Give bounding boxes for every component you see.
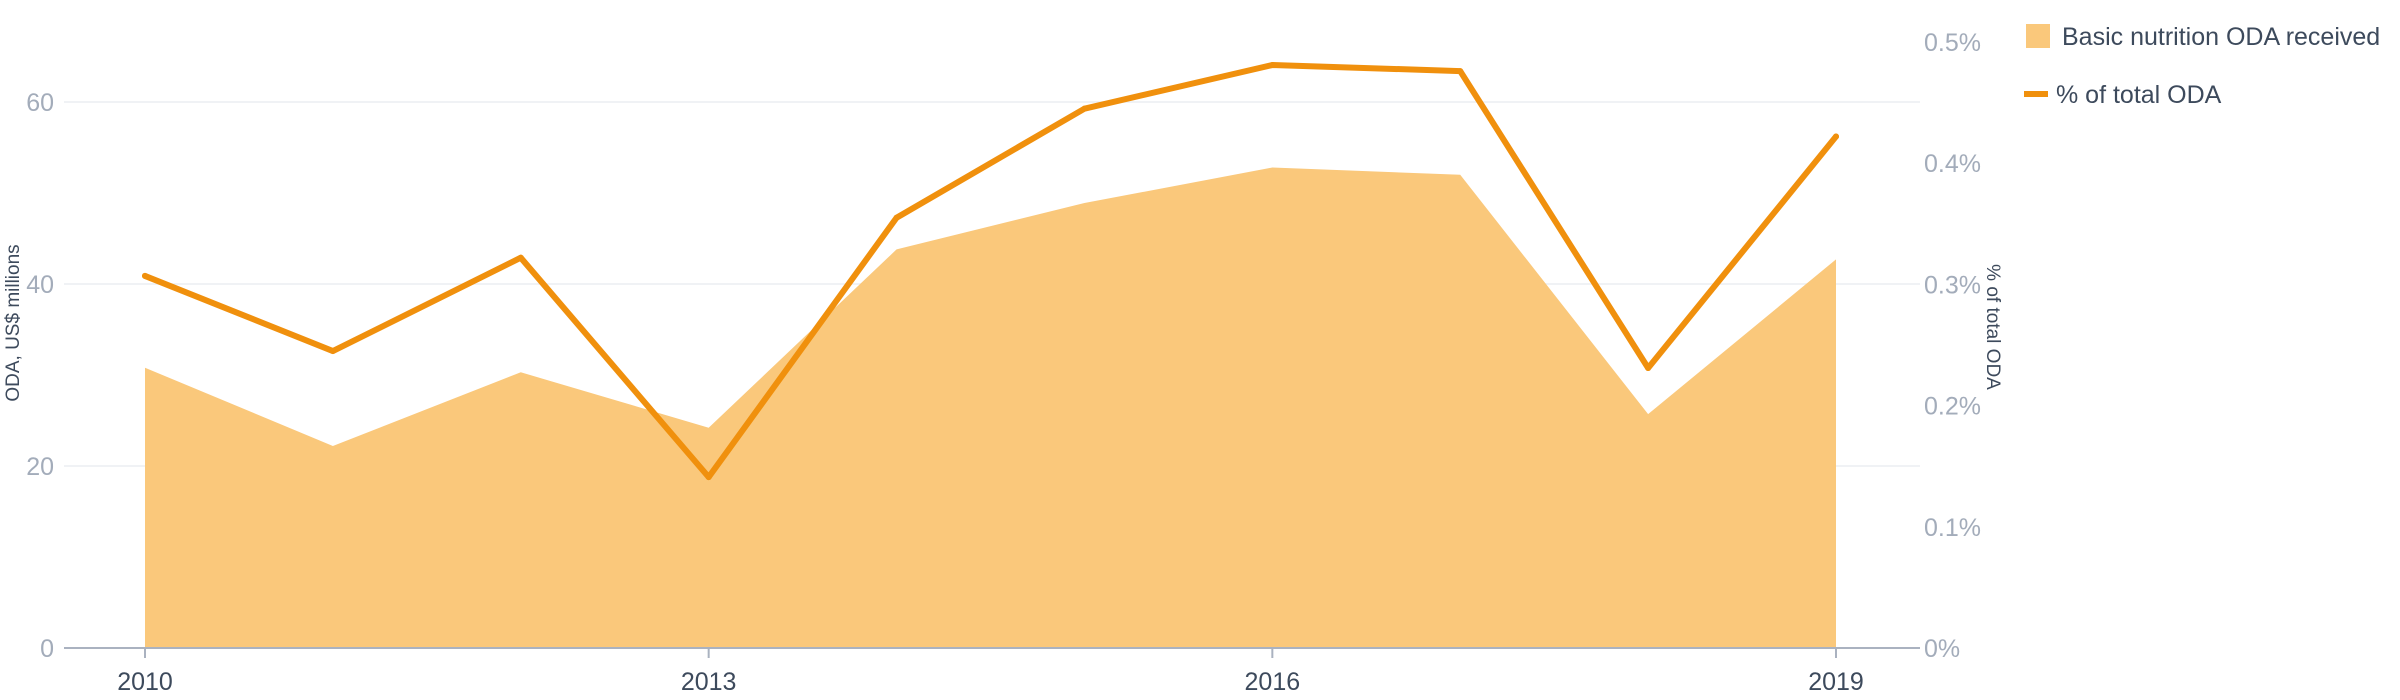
line-point-2010[interactable]: [142, 272, 148, 279]
axes: 0 20 40 60 0% 0.1% 0.2% 0.3% 0.4% 0.5% 2010 2013 201…: [26, 29, 1981, 696]
line-point-2017[interactable]: [1457, 68, 1464, 75]
legend-swatch-area: [2026, 24, 2050, 48]
y-right-tick-label: 0%: [1924, 635, 1960, 663]
y-axis-right-title: % of total ODA: [1982, 264, 2003, 390]
y-right-tick-label: 0.1%: [1924, 514, 1981, 542]
y-right-tick-label: 0.4%: [1924, 150, 1981, 178]
line-point-2016[interactable]: [1269, 62, 1276, 69]
legend-label-line: % of total ODA: [2056, 81, 2222, 109]
legend: Basic nutrition ODA received % of total …: [2024, 23, 2380, 109]
x-tick-label: 2016: [1245, 668, 1301, 696]
x-tick-label: 2013: [681, 668, 737, 696]
y-left-tick-label: 40: [26, 271, 54, 299]
x-tick-label: 2010: [117, 668, 173, 696]
y-left-tick-label: 60: [26, 89, 54, 117]
line-point-2012[interactable]: [517, 254, 524, 261]
line-percent-total-oda[interactable]: [142, 62, 1839, 481]
y-right-tick-label: 0.3%: [1924, 271, 1981, 299]
legend-label-area: Basic nutrition ODA received: [2062, 23, 2380, 51]
line-point-2018[interactable]: [1645, 365, 1652, 372]
line-point-2013[interactable]: [705, 474, 712, 481]
line-point-2014[interactable]: [893, 214, 900, 221]
line-point-2011[interactable]: [329, 348, 336, 355]
y-left-tick-label: 20: [26, 453, 54, 481]
y-left-tick-label: 0: [40, 635, 54, 663]
legend-item-line[interactable]: % of total ODA: [2024, 81, 2222, 109]
y-right-tick-label: 0.2%: [1924, 393, 1981, 421]
area-basic-nutrition-oda[interactable]: [145, 167, 1836, 648]
line-point-2019[interactable]: [1833, 133, 1839, 140]
x-tick-label: 2019: [1808, 668, 1864, 696]
legend-item-area[interactable]: Basic nutrition ODA received: [2026, 23, 2380, 51]
area-series-group: [145, 167, 1836, 648]
line-point-2015[interactable]: [1081, 105, 1088, 112]
y-right-tick-label: 0.5%: [1924, 29, 1981, 57]
y-axis-left-title: ODA, US$ millions: [3, 244, 24, 401]
line-series-group: [142, 62, 1839, 481]
